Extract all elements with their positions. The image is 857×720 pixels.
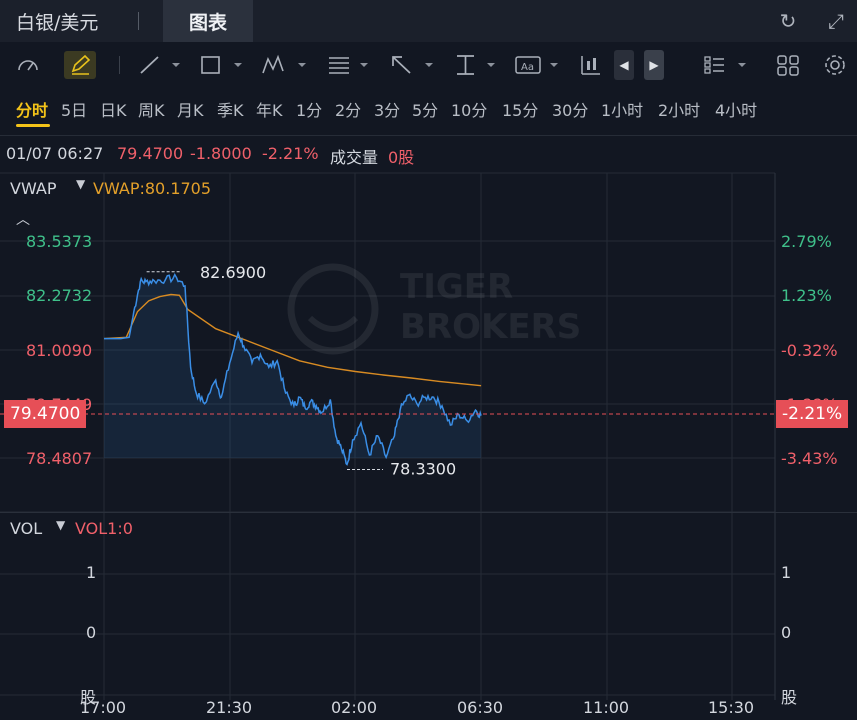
volume-tick-left: 1	[86, 563, 97, 582]
watermark-line1: TIGER	[400, 267, 513, 307]
fib-tool-icon[interactable]	[325, 51, 373, 79]
volume-tick-right: 1	[781, 563, 792, 582]
top-bar	[0, 0, 857, 42]
info-change: -1.8000	[190, 144, 252, 163]
info-change-pct: -2.21%	[262, 144, 319, 163]
watermark-line2: BROKERS	[400, 307, 581, 347]
gauge-icon[interactable]	[14, 51, 42, 79]
price-area	[104, 274, 482, 465]
period-tab[interactable]: 年K	[256, 101, 283, 120]
collapse-icon[interactable]: ︿	[16, 212, 30, 228]
indicator-value: VWAP:80.1705	[93, 179, 212, 198]
volume-indicator-value: VOL1:0	[75, 519, 133, 538]
list-icon[interactable]	[702, 51, 750, 79]
info-datetime: 01/07 06:27	[6, 144, 104, 163]
info-price: 79.4700	[117, 144, 184, 163]
high-low-markers: 82.6900 78.3300	[146, 263, 456, 478]
price-axis-label: 83.5373	[26, 232, 93, 251]
indicator-name[interactable]: VWAP	[10, 179, 57, 198]
grid-icon[interactable]	[775, 51, 801, 79]
period-tab[interactable]: 3分	[374, 101, 401, 120]
period-tab[interactable]: 4小时	[715, 101, 758, 120]
high-label: 82.6900	[200, 263, 266, 282]
tab-chart[interactable]: 图表	[163, 0, 253, 42]
time-axis-label: 06:30	[457, 698, 504, 717]
period-tab[interactable]: 日K	[100, 101, 127, 120]
refresh-icon[interactable]: ↻	[779, 9, 797, 33]
period-tab[interactable]: 2分	[335, 101, 362, 120]
time-axis-label: 11:00	[583, 698, 630, 717]
toolbar-divider	[119, 56, 120, 74]
gear-icon[interactable]	[822, 51, 848, 79]
divider	[0, 135, 857, 136]
volume-dropdown-icon[interactable]: ▼	[56, 518, 66, 532]
time-axis-label: 17:00	[80, 698, 127, 717]
period-active-underline	[16, 124, 50, 127]
period-tab[interactable]: 10分	[451, 101, 488, 120]
info-volume: 0股	[388, 148, 415, 167]
price-axis-label: 82.2732	[26, 286, 93, 305]
period-tab[interactable]: 月K	[177, 101, 204, 120]
candle-settings-icon[interactable]	[578, 51, 604, 79]
arrow-tool-icon[interactable]	[388, 51, 436, 79]
info-volume-label: 成交量	[330, 148, 379, 167]
line-tool-icon[interactable]	[138, 51, 182, 79]
pen-icon[interactable]	[64, 51, 96, 79]
pct-axis-label: 1.23%	[781, 286, 832, 305]
period-tab[interactable]: 1分	[296, 101, 323, 120]
volume-tick-right: 0	[781, 623, 792, 642]
price-axis-label: 81.0090	[26, 341, 93, 360]
vwap-line	[103, 293, 482, 387]
panel-divider	[0, 512, 857, 513]
wave-tool-icon[interactable]	[260, 51, 308, 79]
prev-icon[interactable]: ◀	[614, 50, 634, 80]
expand-icon[interactable]: ⤢	[828, 9, 844, 33]
text-tool-icon[interactable]: Aa	[514, 51, 562, 79]
volume-unit-right: 股	[781, 688, 798, 707]
period-tab[interactable]: 2小时	[658, 101, 701, 120]
low-label: 78.3300	[390, 459, 456, 478]
volume-unit-left: 股	[80, 688, 97, 707]
watermark-logo: TIGER BROKERS	[287, 263, 581, 355]
symbol-title[interactable]: 白银/美元	[16, 12, 99, 34]
indicator-dropdown-icon[interactable]: ▼	[76, 177, 86, 191]
volume-tick-left: 0	[86, 623, 97, 642]
period-tab[interactable]: 季K	[217, 101, 244, 120]
period-tab[interactable]: 15分	[502, 101, 539, 120]
divider	[138, 12, 139, 30]
pct-axis-label: -3.43%	[781, 449, 838, 468]
volume-indicator-name[interactable]: VOL	[10, 519, 43, 538]
period-tab[interactable]: 周K	[138, 101, 165, 120]
time-axis-label: 21:30	[206, 698, 253, 717]
price-line	[104, 272, 482, 466]
period-tab[interactable]: 5日	[61, 101, 88, 120]
current-price-tag: 79.4700	[4, 400, 87, 428]
rect-tool-icon[interactable]	[198, 51, 246, 79]
period-tab[interactable]: 1小时	[601, 101, 644, 120]
current-pct-tag: -2.21%	[776, 400, 849, 428]
time-axis-label: 15:30	[708, 698, 755, 717]
period-tab[interactable]: 分时	[16, 101, 49, 120]
svg-text:Aa: Aa	[521, 62, 534, 73]
pct-axis-label: 2.79%	[781, 232, 832, 251]
pct-axis-label: -0.32%	[781, 341, 838, 360]
time-axis-label: 02:00	[331, 698, 378, 717]
next-icon[interactable]: ▶	[644, 50, 664, 80]
price-axis-label: 78.4807	[26, 449, 93, 468]
measure-tool-icon[interactable]	[452, 51, 500, 79]
period-tab[interactable]: 5分	[412, 101, 439, 120]
period-tab[interactable]: 30分	[552, 101, 589, 120]
